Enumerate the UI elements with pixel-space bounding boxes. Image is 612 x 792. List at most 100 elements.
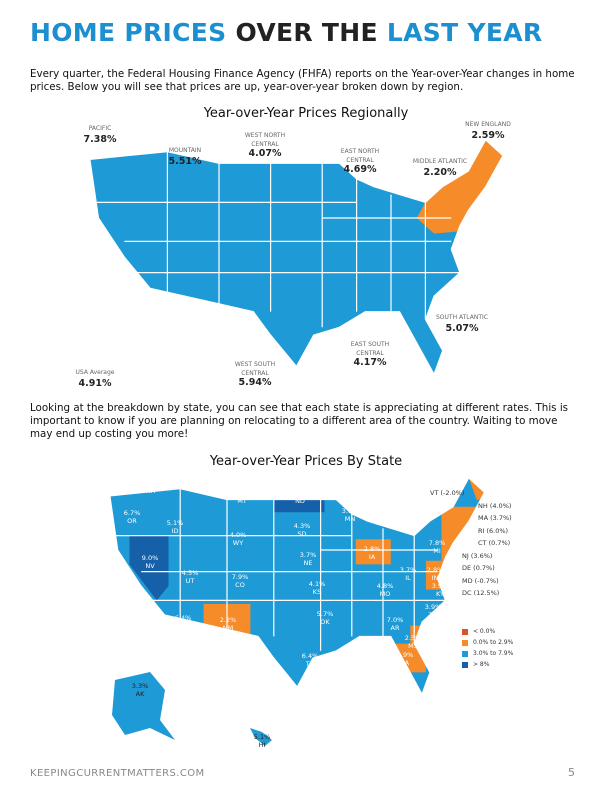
legend-label: 3.0% to 7.9% <box>473 650 514 657</box>
state-value: 3.7% <box>399 566 417 574</box>
page-number: 5 <box>568 766 575 779</box>
region-value: 4.07% <box>248 148 282 159</box>
region-value: 5.51% <box>168 156 202 167</box>
region-name: MOUNTAIN <box>168 147 202 154</box>
state-code: OR <box>127 517 137 525</box>
state-highlight <box>416 140 503 234</box>
state-code: OH <box>451 564 463 572</box>
map-title: Year-over-Year Prices Regionally <box>203 106 409 121</box>
state-code: MS <box>408 642 418 650</box>
region-value: 4.69% <box>343 164 377 175</box>
state-callout: DC (12.5%) <box>462 589 500 597</box>
state-callout: RI (6.0%) <box>478 526 509 535</box>
state-code: MO <box>379 590 391 598</box>
state-value: 3.8% <box>341 507 359 515</box>
legend-item: 3.0% to 7.9% <box>462 650 513 657</box>
region-name: WEST SOUTH CENTRAL <box>234 361 276 377</box>
state-callout: CT (0.7%) <box>478 539 511 547</box>
us-edge <box>90 140 503 374</box>
legend-label: 0.0% to 2.9% <box>473 639 514 646</box>
state-code: AZ <box>178 622 188 630</box>
region-name: PACIFIC <box>88 125 112 132</box>
intro: Every quarter, the Federal Housing Finan… <box>30 68 575 93</box>
legend-item: > 8% <box>462 661 489 668</box>
us-outline <box>90 140 503 374</box>
state-code: CO <box>235 581 245 589</box>
us-outline <box>110 478 485 694</box>
state-code: MT <box>237 497 247 505</box>
state-code: IL <box>405 574 411 582</box>
state-value: 4.4% <box>448 556 466 564</box>
state-code: ME <box>483 491 493 499</box>
state-code: FL <box>483 602 491 610</box>
state-code: AK <box>135 690 145 698</box>
body-text: Looking at the breakdown by state, you c… <box>30 402 569 440</box>
state-code: WA <box>144 487 156 495</box>
region-name: MIDDLE ATLANTIC <box>412 158 468 165</box>
state-value: 2.5% <box>473 613 491 621</box>
state-code: LA <box>400 659 410 667</box>
region-name: EAST SOUTH CENTRAL <box>350 341 390 357</box>
state-code: AL <box>435 637 445 645</box>
state-value: 2.0% <box>456 540 474 548</box>
state-value: 7.3% <box>141 479 159 487</box>
state-code: NV <box>145 562 155 570</box>
state-value: 5.7% <box>431 629 449 637</box>
region-value: 5.94% <box>238 377 272 388</box>
state-value: 3.9% <box>424 603 442 611</box>
legend-item: < 0.0% <box>462 628 495 635</box>
state-code: KY <box>435 590 445 598</box>
state-code: MN <box>344 515 356 523</box>
state-code: TN <box>428 611 438 619</box>
region-value: 4.91% <box>78 378 112 389</box>
title-part: LAST YEAR <box>386 18 543 47</box>
state-value: 6.0% <box>481 674 499 682</box>
legend-label: > 8% <box>473 661 490 668</box>
state-code: NM <box>222 624 234 632</box>
state-value: 2.5% <box>404 634 422 642</box>
us-edge <box>110 478 484 694</box>
state-value: 6.4% <box>301 652 319 660</box>
title: HOME PRICES OVER THE LAST YEAR <box>30 18 542 47</box>
state-value: 7.0% <box>386 616 404 624</box>
state-value: 4.1% <box>308 580 326 588</box>
state-value: 4.8% <box>376 582 394 590</box>
state-value: 1.7% <box>479 483 497 491</box>
state-callout: MD (-0.7%) <box>462 576 499 585</box>
state-value: 4.5% <box>181 569 199 577</box>
footer-site: KEEPINGCURRENTMATTERS.COM <box>30 768 205 779</box>
state-code: MI <box>433 547 441 555</box>
state-code: GA <box>465 637 475 645</box>
state-value: 7.7% <box>116 579 134 587</box>
legend-swatch <box>462 650 468 657</box>
state-code: OK <box>320 618 330 626</box>
legend-item: 0.0% to 2.9% <box>462 639 513 646</box>
region-name: EAST NORTH CENTRAL <box>340 148 380 164</box>
alaska <box>112 672 175 740</box>
state-code: IN <box>431 574 439 582</box>
state-value: 2.2% <box>219 616 237 624</box>
region-value: 2.59% <box>471 130 505 141</box>
hawaii <box>250 728 272 746</box>
state-value: 5.1% <box>166 519 184 527</box>
state-highlight <box>129 535 169 601</box>
region-value: 7.38% <box>83 134 117 145</box>
state-code: WY <box>232 539 244 547</box>
state-value: 7.3% <box>461 629 479 637</box>
state-code: TX <box>305 660 315 668</box>
legend-swatch <box>462 661 468 668</box>
state-code: NC <box>477 621 487 629</box>
state-value: 4.0% <box>229 531 247 539</box>
region-name: USA Average <box>75 369 115 376</box>
region-value: 4.17% <box>353 357 387 368</box>
state-code: PA <box>461 548 469 556</box>
state-code: UT <box>185 577 195 585</box>
region-name: NEW ENGLAND <box>465 121 511 128</box>
state-code: CA <box>120 587 130 595</box>
title-part: HOME PRICES <box>30 18 227 47</box>
state-value: 1.9% <box>471 514 489 522</box>
state-value: 9.0% <box>141 554 159 562</box>
title-part: OVER THE <box>235 18 378 47</box>
